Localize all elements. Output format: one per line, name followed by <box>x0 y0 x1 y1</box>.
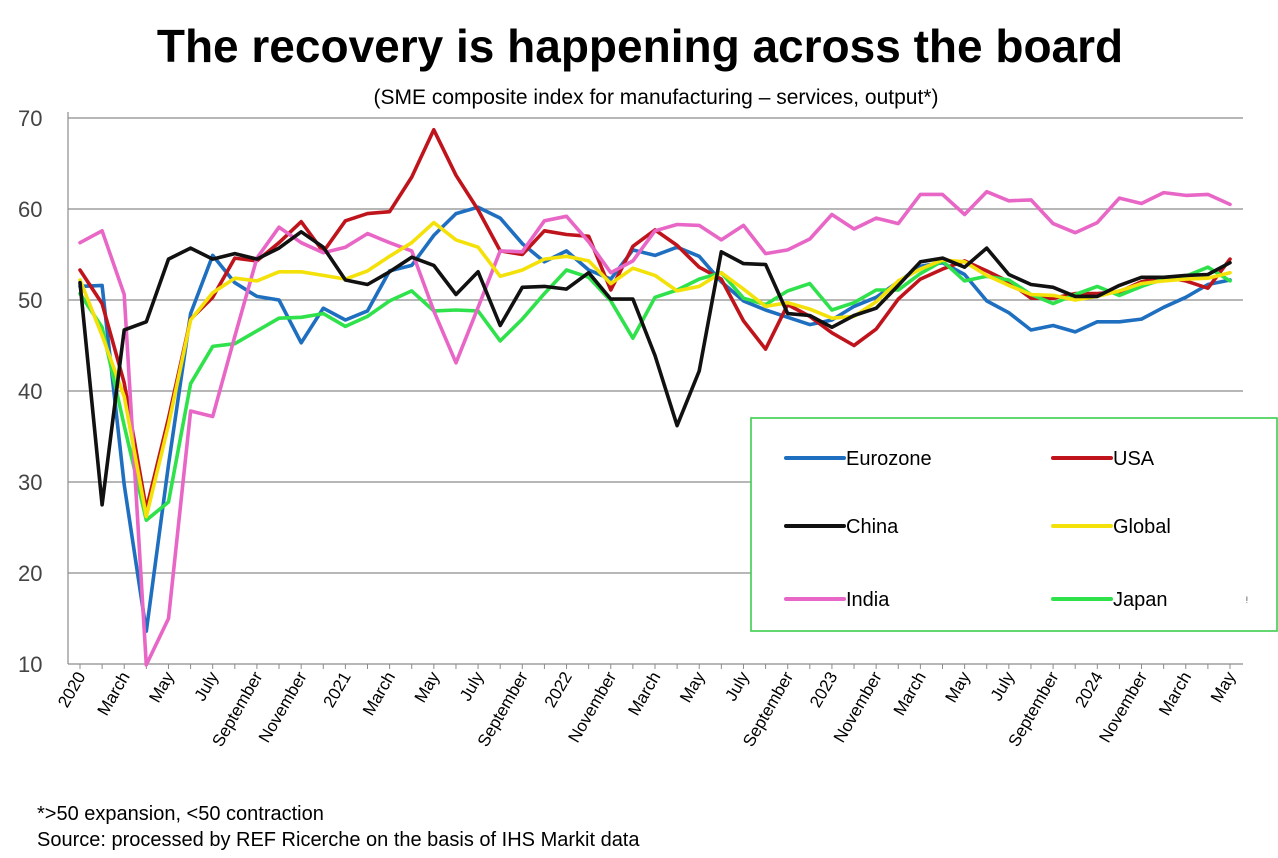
series-line-japan <box>78 259 1232 523</box>
chart-title: The recovery is happening across the boa… <box>157 20 1123 72</box>
legend-label-eurozone: Eurozone <box>846 448 932 470</box>
y-tick-label: 10 <box>18 652 42 677</box>
series-lines <box>78 128 1232 667</box>
footnote-source: Source: processed by REF Ricerche on the… <box>37 829 640 851</box>
y-tick-label: 70 <box>18 106 42 131</box>
legend-label-india: India <box>846 589 890 611</box>
legend-label-china: China <box>846 516 899 538</box>
y-tick-label: 50 <box>18 288 42 313</box>
legend: ᵎ Eurozone USA China Global India Japan <box>750 417 1278 632</box>
y-tick-label: 30 <box>18 470 42 495</box>
y-axis-ticks: 10 20 30 40 50 60 70 <box>18 106 42 677</box>
legend-label-usa: USA <box>1113 448 1155 470</box>
y-tick-label: 40 <box>18 379 42 404</box>
legend-label-japan: Japan <box>1113 589 1168 611</box>
legend-mark: ᵎ <box>1246 593 1248 607</box>
series-line-india <box>78 189 1232 667</box>
legend-label-global: Global <box>1113 516 1171 538</box>
footnote-expansion: *>50 expansion, <50 contraction <box>37 803 324 825</box>
grid <box>67 112 1243 669</box>
series-line-eurozone <box>78 205 1232 634</box>
y-tick-label: 20 <box>18 561 42 586</box>
series-line-global <box>78 220 1232 519</box>
series-line-china <box>78 230 1232 507</box>
y-tick-label: 60 <box>18 197 42 222</box>
chart-subtitle: (SME composite index for manufacturing –… <box>374 86 939 109</box>
